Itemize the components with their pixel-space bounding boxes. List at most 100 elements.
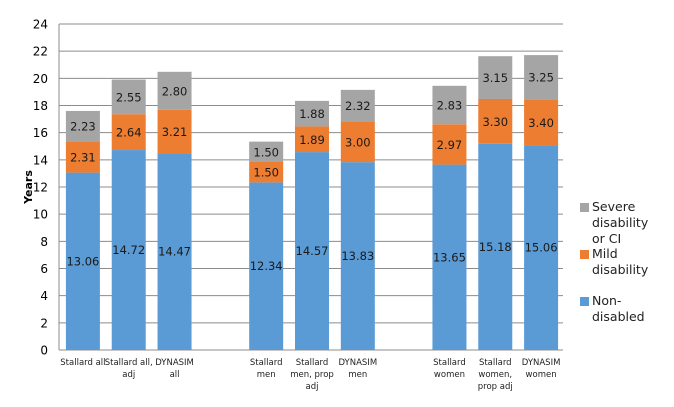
legend-label: Severe disability or CI (592, 199, 674, 247)
data-label-mild-disability: 2.64 (116, 126, 142, 140)
y-tick-label: 8 (40, 235, 48, 249)
x-tick-label: DYNASIM (522, 358, 561, 368)
data-label-non-disabled: 14.57 (296, 244, 329, 258)
y-axis-label: Years (22, 170, 35, 205)
legend-label-line: or CI (592, 231, 622, 246)
y-tick-label: 24 (33, 18, 48, 32)
y-tick-label: 4 (40, 289, 48, 303)
x-tick-label: DYNASIM (155, 358, 194, 368)
bar-severe-disability (432, 85, 467, 125)
bar-non-disabled (340, 162, 375, 350)
legend-label: Mild disability (592, 246, 674, 278)
x-tick-label: Stallard (296, 358, 329, 368)
bar-mild-disability (249, 162, 284, 183)
legend-swatch (580, 297, 589, 306)
data-label-severe-disability: 2.23 (70, 120, 96, 134)
data-label-non-disabled: 13.65 (433, 250, 466, 264)
bar-mild-disability (340, 121, 375, 163)
data-label-severe-disability: 3.25 (528, 71, 554, 85)
x-tick-label: Stallard (479, 358, 512, 368)
x-tick-label: women (526, 370, 557, 380)
data-label-severe-disability: 2.55 (116, 90, 142, 104)
x-tick-label: Stallard (250, 358, 283, 368)
bar-severe-disability (249, 141, 284, 163)
data-label-mild-disability: 3.30 (482, 115, 508, 129)
data-label-severe-disability: 1.50 (253, 145, 279, 159)
bar-non-disabled (249, 182, 284, 350)
x-tick-label: women, (478, 370, 512, 380)
legend-label: Non-disabled (592, 293, 674, 325)
x-tick-label: men (257, 370, 276, 380)
bars (65, 55, 559, 350)
bar-severe-disability (478, 56, 513, 99)
bar-severe-disability (157, 71, 192, 110)
x-tick-label: Stallard all (60, 358, 105, 368)
y-tick-label: 2 (40, 316, 48, 330)
x-tick-label: men, prop (290, 370, 334, 380)
y-tick-label: 14 (33, 153, 48, 167)
data-label-non-disabled: 13.06 (66, 254, 99, 268)
y-tick-label: 22 (33, 45, 48, 59)
data-label-severe-disability: 2.32 (345, 99, 371, 113)
legend-label-line: Non- (592, 293, 622, 308)
data-label-non-disabled: 14.72 (112, 243, 145, 257)
data-label-non-disabled: 13.83 (341, 249, 374, 263)
data-label-mild-disability: 2.97 (437, 138, 463, 152)
legend-label-line: Severe (592, 199, 636, 214)
bar-severe-disability (340, 89, 375, 122)
legend-label-line: Mild (592, 246, 618, 261)
y-tick-label: 12 (33, 181, 48, 195)
x-tick-label: Stallard (433, 358, 466, 368)
bar-mild-disability (478, 98, 513, 144)
bar-mild-disability (524, 99, 559, 146)
bar-mild-disability (432, 124, 467, 165)
y-tick-label: 0 (40, 344, 48, 358)
data-label-mild-disability: 3.00 (345, 135, 371, 149)
bar-non-disabled (111, 150, 146, 350)
x-tick-label: adj (306, 382, 319, 392)
x-axis-labels: Stallard all Stallard all, adj DYNASIM all St… (60, 358, 560, 392)
data-label-non-disabled: 12.34 (250, 259, 283, 273)
bar-non-disabled (157, 153, 192, 350)
data-label-non-disabled: 15.06 (525, 241, 558, 255)
y-tick-label: 18 (33, 99, 48, 113)
x-tick-label: DYNASIM (338, 358, 377, 368)
y-tick-label: 20 (33, 72, 48, 86)
bar-non-disabled (295, 152, 329, 350)
legend-label-line: disability (592, 215, 649, 230)
y-tick-label: 16 (33, 126, 48, 140)
data-label-mild-disability: 1.50 (253, 166, 279, 180)
data-label-non-disabled: 14.47 (158, 245, 191, 259)
bar-mild-disability (157, 109, 192, 154)
y-tick-label: 10 (33, 208, 48, 222)
bar-severe-disability (111, 79, 146, 115)
legend-label-line: disability (592, 262, 649, 277)
x-tick-label: adj (122, 370, 135, 380)
data-label-mild-disability: 2.31 (70, 150, 96, 164)
legend-swatch (580, 203, 589, 212)
data-label-severe-disability: 1.88 (299, 107, 325, 121)
data-label-non-disabled: 15.18 (479, 240, 512, 254)
x-tick-label: Stallard all, (105, 358, 153, 368)
bar-non-disabled (432, 164, 467, 350)
bar-mild-disability (65, 141, 100, 173)
bar-non-disabled (478, 143, 513, 350)
data-label-severe-disability: 3.15 (482, 71, 508, 85)
bar-severe-disability (65, 110, 100, 142)
data-label-severe-disability: 2.83 (437, 99, 463, 113)
bar-non-disabled (65, 172, 100, 350)
legend-swatch (580, 250, 589, 259)
bar-severe-disability (295, 100, 329, 127)
y-tick-label: 6 (40, 262, 48, 276)
legend-label-line: disabled (592, 309, 645, 324)
data-label-mild-disability: 3.40 (528, 116, 554, 130)
bar-severe-disability (524, 55, 559, 100)
data-label-mild-disability: 3.21 (162, 125, 188, 139)
bar-non-disabled (524, 145, 559, 350)
bar-mild-disability (295, 126, 329, 153)
data-label-severe-disability: 2.80 (162, 84, 188, 98)
x-tick-label: prop adj (478, 382, 513, 392)
x-tick-label: men (348, 370, 367, 380)
